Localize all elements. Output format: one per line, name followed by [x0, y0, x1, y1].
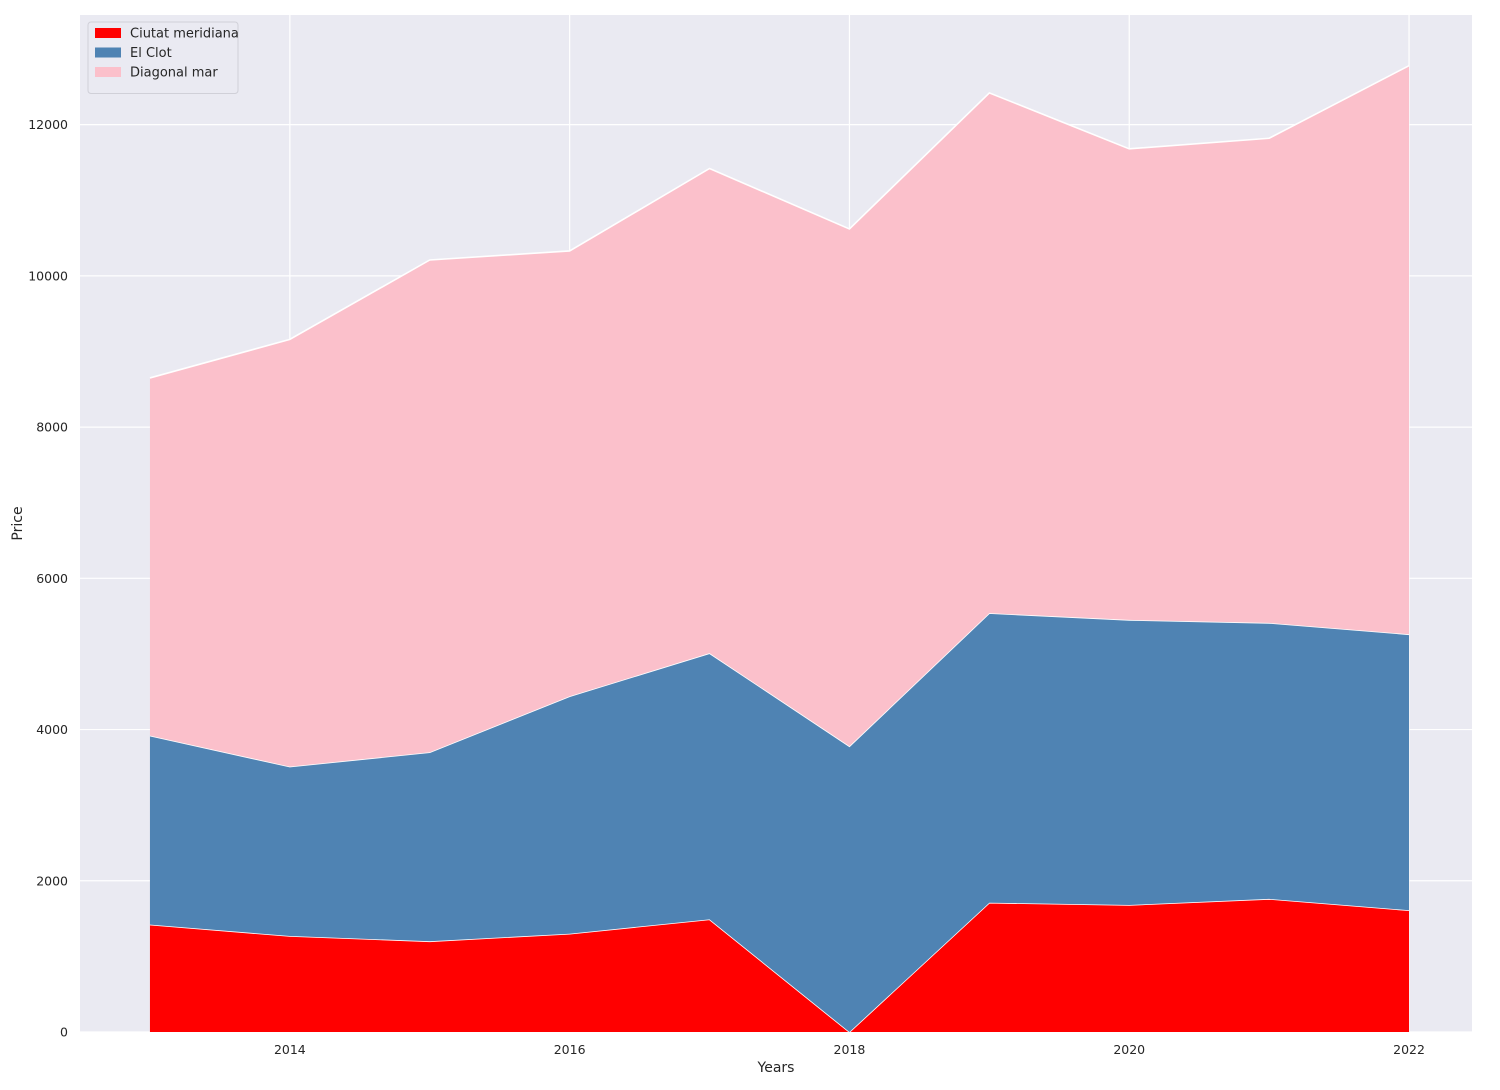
x-tick-label: 2022	[1393, 1042, 1425, 1057]
legend-swatch	[95, 28, 121, 38]
area-ciutat-meridiana	[149, 898, 1410, 1032]
area-diagonal-mar	[149, 65, 1410, 767]
legend-label: El Clot	[130, 46, 172, 61]
legend-swatch	[95, 47, 121, 58]
y-tick-label: 12000	[28, 117, 68, 132]
legend-label: Diagonal mar	[130, 66, 218, 81]
area-el-clot	[149, 613, 1410, 1032]
x-tick-label: 2018	[834, 1042, 866, 1057]
y-axis-label: Price	[10, 506, 26, 540]
x-tick-label: 2014	[274, 1042, 306, 1057]
axis-ticks: 2014 2016 2018 2020 2022 0 2000 4000 6000 8000 100…	[28, 117, 1425, 1057]
legend: Ciutat meridiana El Clot Diagonal mar	[87, 21, 239, 94]
legend-swatch	[95, 67, 121, 77]
x-tick-label: 2020	[1113, 1042, 1145, 1057]
y-tick-label: 6000	[36, 571, 68, 586]
y-tick-label: 8000	[36, 420, 68, 435]
y-tick-label: 0	[60, 1025, 68, 1040]
legend-frame	[87, 21, 239, 94]
legend-label: Ciutat meridiana	[130, 27, 239, 42]
y-tick-label: 4000	[36, 722, 68, 737]
y-tick-label: 2000	[36, 873, 68, 888]
area-series	[149, 64, 1410, 1034]
y-tick-label: 10000	[28, 268, 68, 283]
x-axis-label: Years	[757, 1060, 795, 1076]
area-edge-diagonal-mar	[149, 64, 1410, 379]
x-tick-label: 2016	[554, 1042, 586, 1057]
